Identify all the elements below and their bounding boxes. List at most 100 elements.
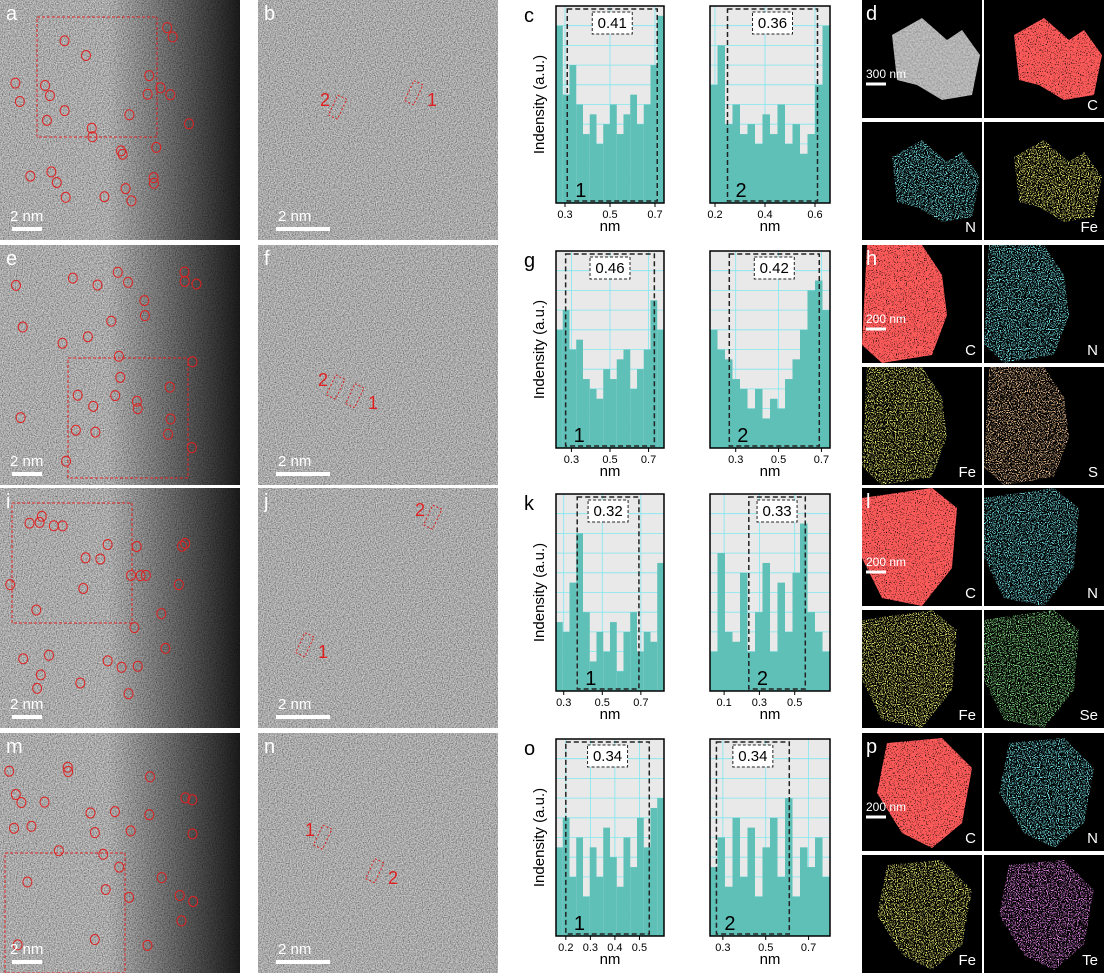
single-atom-marker: [144, 70, 155, 82]
single-atom-marker: [95, 553, 106, 565]
bar: [762, 114, 770, 203]
scale-text: 2 nm: [10, 941, 43, 958]
single-atom-marker: [124, 109, 135, 121]
single-atom-marker: [174, 889, 185, 901]
single-atom-marker: [187, 828, 198, 840]
single-atom-marker: [148, 172, 159, 184]
bar: [785, 798, 793, 936]
site-label: 2: [736, 180, 747, 202]
single-atom-marker: [63, 766, 74, 778]
single-atom-marker: [142, 88, 153, 100]
element-label: C: [965, 585, 976, 602]
single-atom-marker: [184, 118, 195, 130]
single-atom-marker: [57, 337, 68, 349]
distance-label-bg: [587, 499, 629, 523]
image-shade: [0, 0, 240, 240]
single-atom-marker: [90, 426, 101, 438]
site-box: [344, 383, 365, 409]
single-atom-marker: [151, 141, 162, 153]
bar: [755, 896, 763, 936]
bar: [740, 572, 748, 691]
single-atom-marker: [60, 191, 71, 203]
plot-frame: [555, 738, 665, 937]
bar: [725, 631, 733, 691]
single-atom-marker: [87, 131, 98, 143]
site-box: [327, 94, 348, 120]
element-label: Se: [1080, 707, 1098, 724]
single-atom-marker: [85, 807, 96, 819]
element-label: C: [965, 830, 976, 847]
single-atom-marker: [156, 608, 167, 620]
scale-text: 200 nm: [866, 800, 906, 814]
distance-label-bg: [591, 11, 633, 35]
site-label: 2: [757, 668, 768, 690]
bar: [747, 827, 755, 936]
element-label: Fe: [958, 464, 976, 481]
bar: [785, 379, 793, 448]
bar: [623, 114, 631, 203]
x-axis-label: nm: [600, 218, 621, 235]
bar: [822, 25, 830, 204]
bar: [717, 837, 725, 936]
bar: [717, 553, 725, 691]
x-tick-label: 0.2: [558, 942, 573, 954]
single-atom-marker: [180, 792, 191, 804]
bar: [576, 837, 583, 936]
zoom-region: [11, 502, 133, 624]
single-atom-marker: [41, 114, 52, 126]
bar: [556, 847, 563, 936]
bar: [569, 582, 577, 691]
bar: [583, 134, 590, 203]
bar: [725, 886, 733, 936]
x-tick-label: 0.7: [801, 942, 816, 954]
single-atom-marker: [9, 822, 20, 834]
bar: [770, 134, 778, 203]
bar: [623, 837, 631, 936]
single-atom-marker: [124, 891, 135, 903]
element-label: N: [1087, 830, 1098, 847]
stem-zoom: [258, 0, 498, 240]
single-atom-marker: [44, 90, 55, 102]
scale-text: 300 nm: [866, 67, 906, 81]
single-atom-marker: [40, 79, 51, 91]
plot-frame: [555, 493, 665, 692]
panel-label: p: [866, 736, 877, 758]
bar: [785, 631, 793, 691]
single-atom-marker: [48, 520, 59, 532]
bar: [770, 817, 778, 936]
bar: [603, 124, 610, 203]
bar: [710, 867, 718, 936]
bar: [610, 379, 617, 448]
bar: [747, 408, 755, 448]
element-label: Fe: [1080, 219, 1098, 236]
bar: [762, 418, 770, 448]
bar: [596, 398, 604, 448]
bar: [762, 562, 770, 691]
scale-text: 2 nm: [278, 696, 311, 713]
single-atom-marker: [165, 413, 176, 425]
bar: [822, 651, 830, 691]
bar: [589, 114, 597, 203]
stem-zoom: [258, 488, 498, 728]
single-atom-marker: [114, 861, 125, 873]
single-atom-marker: [180, 537, 191, 549]
bar: [815, 837, 823, 936]
distance-box: [566, 8, 658, 202]
bar: [589, 388, 597, 448]
single-atom-marker: [144, 809, 155, 821]
y-axis-label: Indensity (a.u.): [531, 788, 548, 887]
plot-frame: [709, 5, 831, 204]
scale-text: 200 nm: [866, 312, 906, 326]
bar: [630, 867, 637, 936]
panel-label: o: [524, 738, 535, 760]
element-signal: [862, 367, 947, 485]
single-atom-marker: [18, 653, 29, 665]
single-atom-marker: [167, 31, 178, 43]
single-atom-marker: [187, 356, 198, 368]
distance-label-bg: [756, 499, 798, 523]
single-atom-marker: [162, 22, 173, 34]
bar: [630, 388, 637, 448]
single-atom-marker: [179, 275, 190, 287]
x-tick-label: 0.2: [707, 209, 722, 221]
